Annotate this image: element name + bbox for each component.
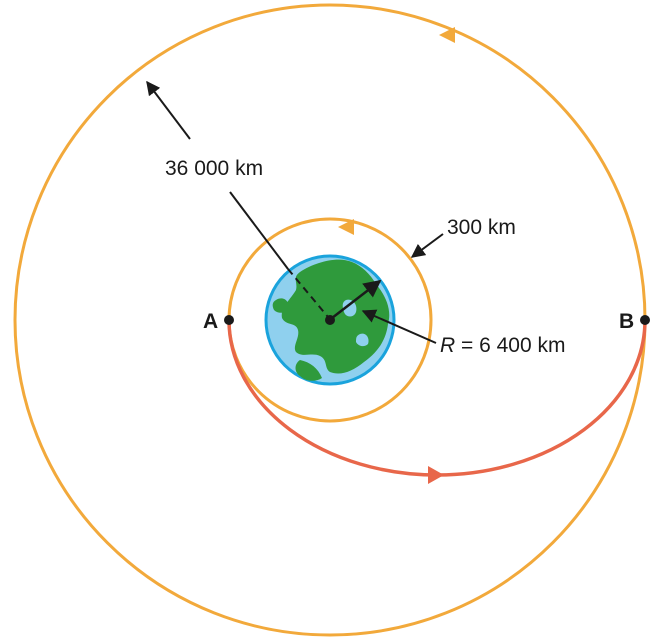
geo-leader-line xyxy=(229,191,289,270)
point-b-label: B xyxy=(619,310,634,333)
point-a-label: A xyxy=(203,310,218,333)
earth-lake-2 xyxy=(356,333,369,347)
geo-altitude-label: 36 000 km xyxy=(165,157,263,180)
leo-altitude-label: 300 km xyxy=(447,216,516,239)
earth-radius-arrow xyxy=(331,279,382,319)
leo-orbit-direction-arrow xyxy=(338,219,354,235)
geo-leader-dashed xyxy=(287,268,329,318)
leo-altitude-pointer xyxy=(410,233,444,258)
radius-symbol: R xyxy=(440,334,455,357)
point-a-marker xyxy=(224,315,234,325)
transfer-direction-arrow xyxy=(428,466,444,484)
radius-label-pointer xyxy=(361,309,437,344)
radius-value: = 6 400 km xyxy=(455,334,565,357)
geo-orbit-direction-arrow xyxy=(439,27,455,43)
earth-radius-label: R = 6 400 km xyxy=(440,334,565,357)
geo-leader-line-to-earth xyxy=(146,80,191,140)
point-b-marker xyxy=(640,315,650,325)
earth-land-south xyxy=(295,360,322,381)
earth-land-west xyxy=(272,298,289,313)
earth-lake xyxy=(342,299,357,317)
